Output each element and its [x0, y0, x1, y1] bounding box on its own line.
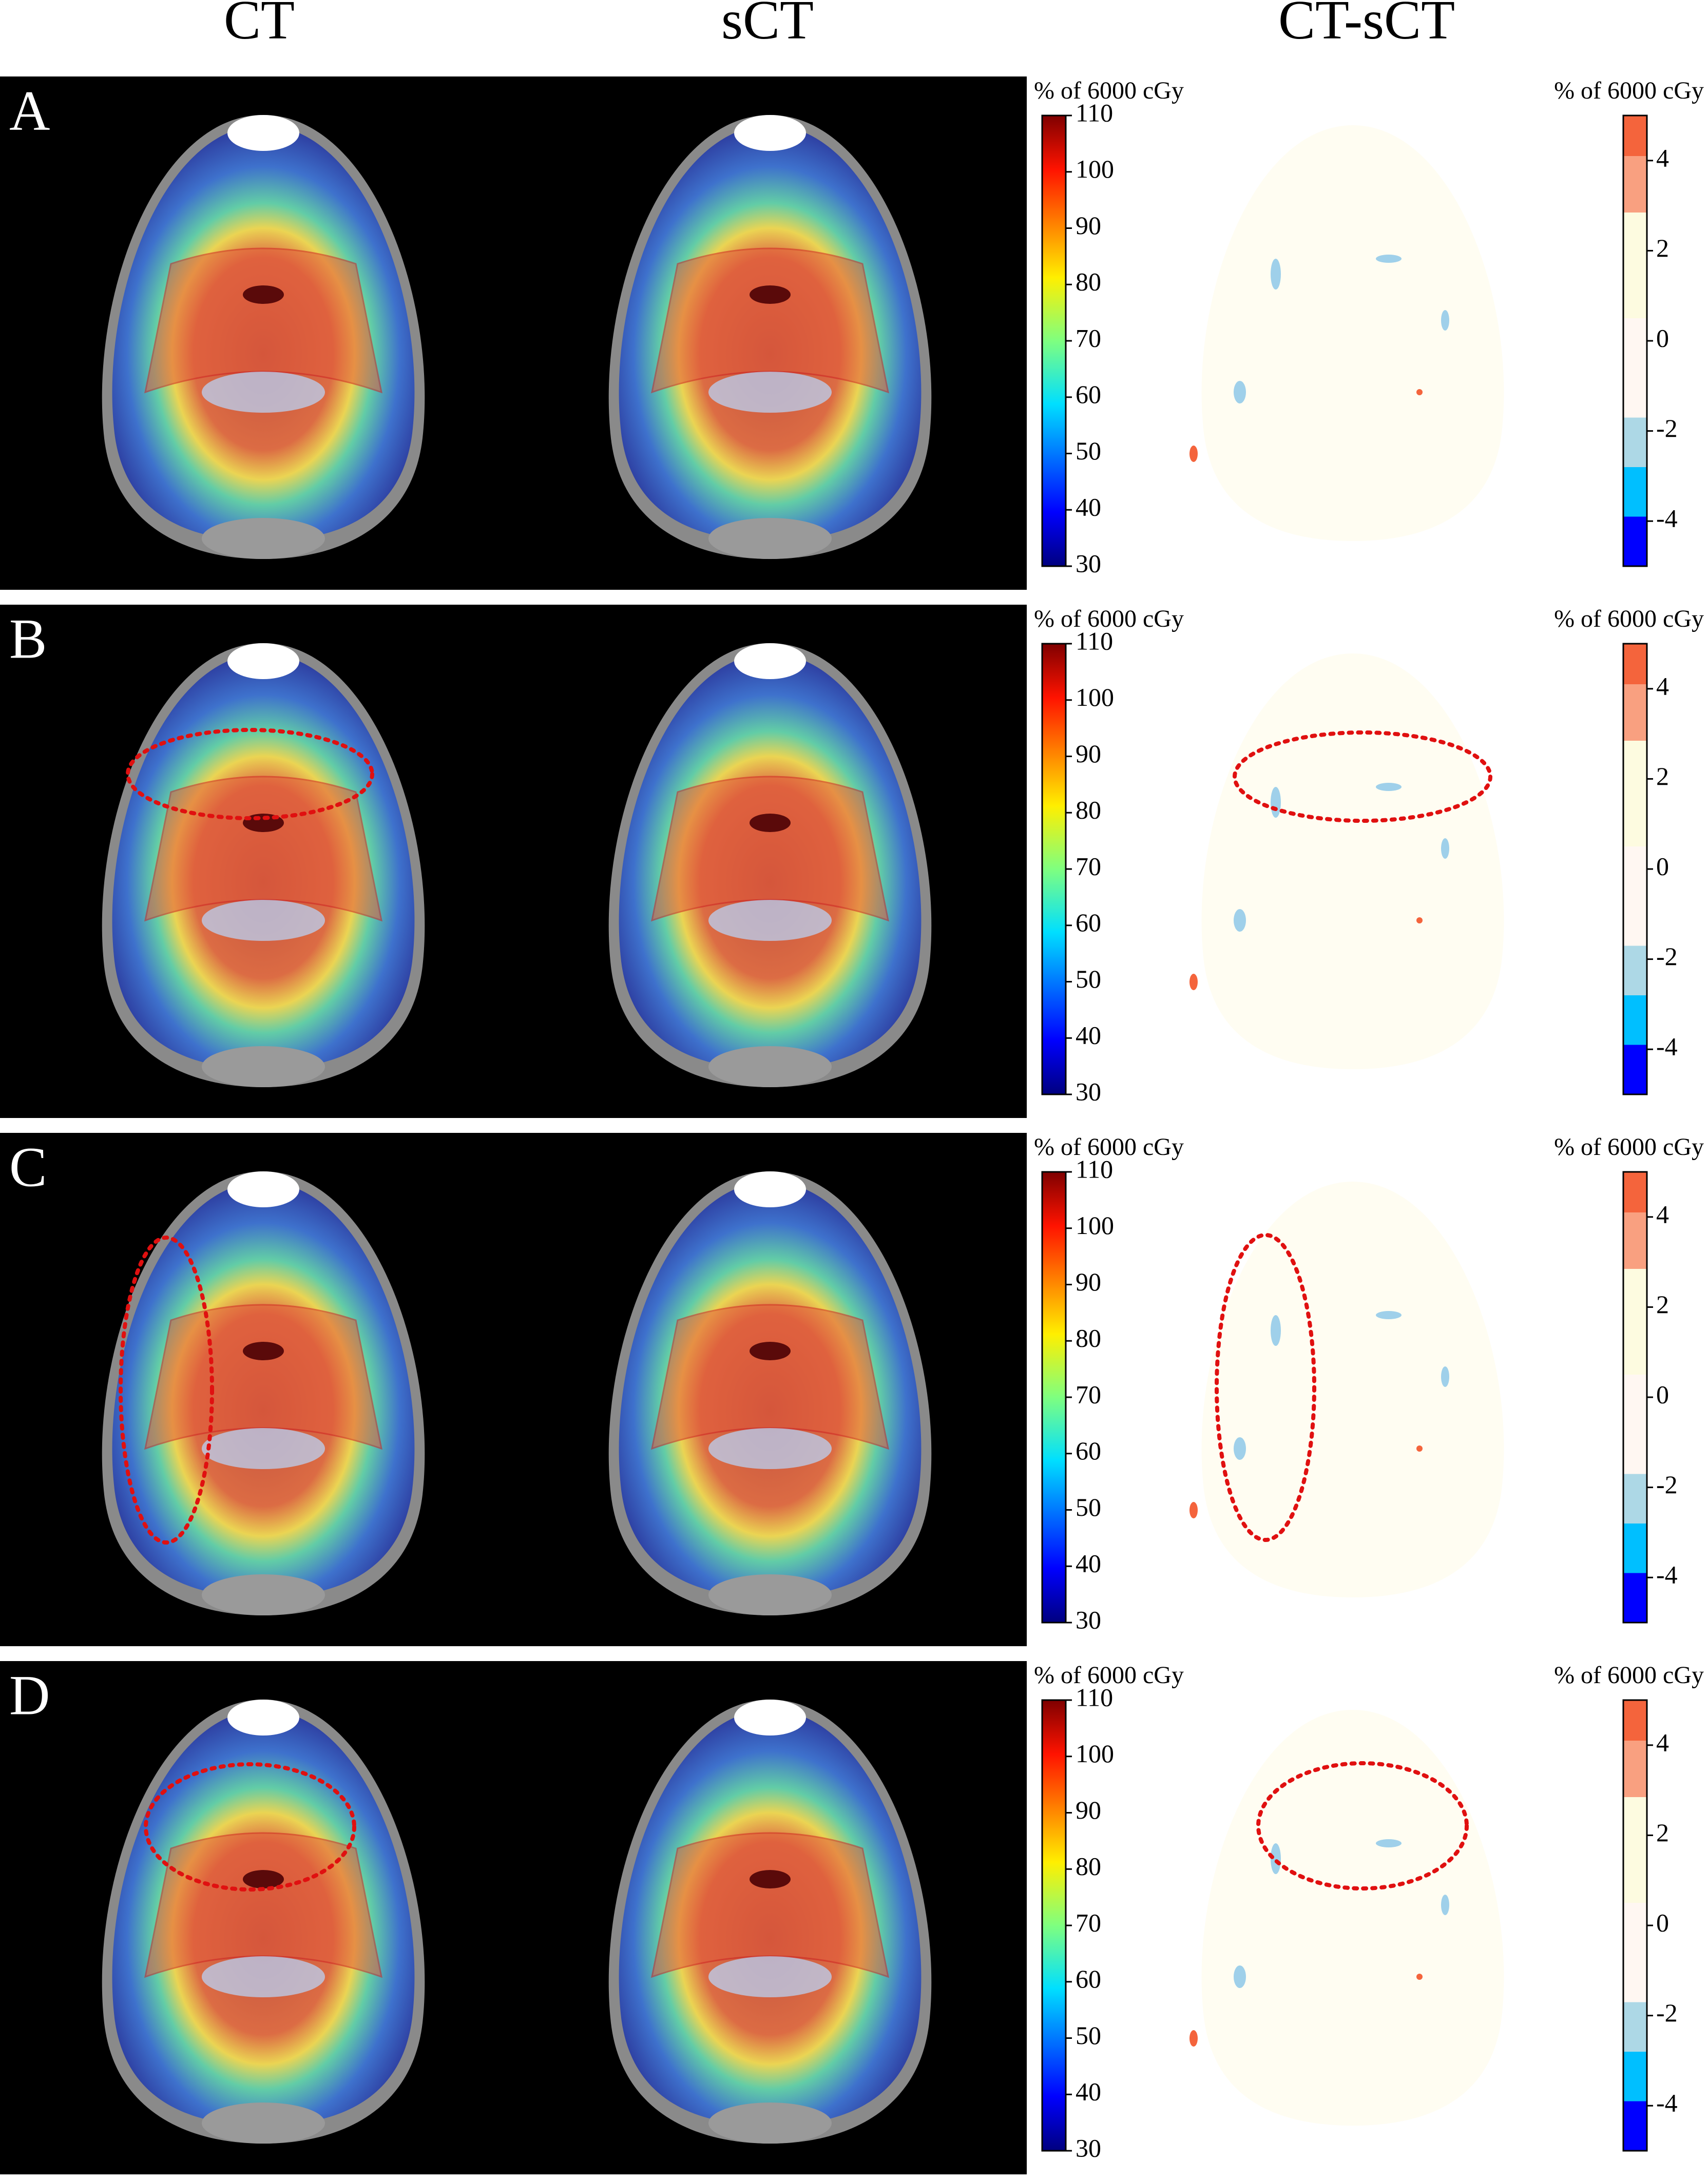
row-label: C — [9, 1135, 47, 1198]
colorbar-tick-label: 0 — [1656, 1908, 1669, 1937]
colorbar-tick-label: 30 — [1076, 1077, 1101, 1106]
highlight-ellipse — [144, 1762, 356, 1892]
colorbar-tick-label: 70 — [1076, 1908, 1101, 1937]
highlight-ellipse — [119, 1236, 214, 1545]
colorbar-tick-label: 60 — [1076, 1436, 1101, 1465]
colorbar-tick-label: 90 — [1076, 1267, 1101, 1296]
row-label: D — [9, 1664, 50, 1726]
colorbar — [1622, 114, 1648, 567]
colorbar-tick-label: 110 — [1076, 1154, 1113, 1183]
difference-image — [1189, 1182, 1504, 1597]
colorbar-tick-label: -2 — [1656, 1470, 1678, 1499]
colorbar-tick-label: 60 — [1076, 908, 1101, 937]
row-label: A — [9, 79, 50, 142]
colorbar-tick-label: 90 — [1076, 1796, 1101, 1824]
colorbar — [1622, 1171, 1648, 1624]
colorbar-tick-label: 2 — [1656, 762, 1669, 790]
column-header: sCT — [721, 0, 814, 51]
colorbar-tick-label: 40 — [1076, 1021, 1101, 1050]
colorbar-tick-label: -2 — [1656, 942, 1678, 971]
colorbar-tick-label: -4 — [1656, 504, 1678, 533]
column-header: CT-sCT — [1278, 0, 1455, 51]
colorbar-tick-label: 2 — [1656, 234, 1669, 262]
highlight-ellipse — [1233, 730, 1492, 823]
colorbar-tick-label: 110 — [1076, 98, 1113, 127]
colorbar — [1041, 1171, 1067, 1624]
colorbar-tick-label: 80 — [1076, 1324, 1101, 1353]
row-label: B — [9, 607, 47, 670]
column-header: CT — [224, 0, 295, 51]
difference-image — [1189, 653, 1504, 1069]
colorbar-tick-label: 30 — [1076, 2133, 1101, 2162]
colorbar-tick-label: 4 — [1656, 1200, 1669, 1228]
colorbar-tick-label: 100 — [1076, 1211, 1114, 1240]
colorbar-tick-label: 40 — [1076, 2077, 1101, 2106]
colorbar-tick-label: 100 — [1076, 155, 1114, 183]
colorbar-tick-label: 0 — [1656, 323, 1669, 352]
colorbar-tick-label: 4 — [1656, 1728, 1669, 1757]
colorbar-tick-label: -4 — [1656, 1560, 1678, 1589]
colorbar — [1622, 1699, 1648, 2152]
colorbar — [1622, 643, 1648, 1095]
highlight-ellipse — [1215, 1233, 1316, 1542]
colorbar-tick-label: 80 — [1076, 1852, 1101, 1881]
colorbar-tick-label: 50 — [1076, 2021, 1101, 2050]
colorbar-tick-label: 60 — [1076, 1964, 1101, 1993]
colorbar-tick-label: -2 — [1656, 1998, 1678, 2027]
colorbar-title: % of 6000 cGy — [1554, 77, 1704, 104]
colorbar-tick-label: 0 — [1656, 1380, 1669, 1409]
colorbar-tick-label: 70 — [1076, 323, 1101, 352]
colorbar-tick-label: 50 — [1076, 965, 1101, 993]
colorbar-tick-label: 100 — [1076, 1739, 1114, 1768]
colorbar-tick-label: 0 — [1656, 852, 1669, 880]
colorbar-tick-label: 90 — [1076, 739, 1101, 768]
colorbar-title: % of 6000 cGy — [1554, 1133, 1704, 1161]
colorbar-title: % of 6000 cGy — [1554, 1662, 1704, 1689]
colorbar-tick-label: 4 — [1656, 671, 1669, 700]
highlight-ellipses — [119, 728, 1492, 1892]
highlight-ellipse — [126, 728, 374, 820]
colorbar-tick-label: 2 — [1656, 1818, 1669, 1847]
colorbar-title: % of 6000 cGy — [1034, 605, 1184, 632]
colorbar-tick-label: 50 — [1076, 436, 1101, 465]
colorbar-title: % of 6000 cGy — [1034, 77, 1184, 104]
colorbar-tick-label: 80 — [1076, 796, 1101, 824]
colorbar-tick-label: 40 — [1076, 1549, 1101, 1578]
colorbar-tick-label: 30 — [1076, 1605, 1101, 1634]
colorbar-tick-label: 2 — [1656, 1290, 1669, 1319]
colorbar-tick-label: 110 — [1076, 1683, 1113, 1711]
colorbar-tick-label: 4 — [1656, 143, 1669, 172]
colorbar-tick-label: -4 — [1656, 2089, 1678, 2117]
colorbar-tick-label: 50 — [1076, 1493, 1101, 1521]
colorbar-tick-label: 80 — [1076, 267, 1101, 296]
colorbar-tick-label: -2 — [1656, 414, 1678, 442]
colorbar-tick-label: 30 — [1076, 549, 1101, 577]
colorbar-title: % of 6000 cGy — [1034, 1662, 1184, 1689]
difference-image — [1189, 1710, 1504, 2126]
colorbar — [1041, 643, 1067, 1095]
colorbar — [1041, 1699, 1067, 2152]
colorbar-title: % of 6000 cGy — [1034, 1133, 1184, 1161]
colorbar-tick-label: 90 — [1076, 211, 1101, 240]
colorbar-title: % of 6000 cGy — [1554, 605, 1704, 632]
colorbar-tick-label: -4 — [1656, 1032, 1678, 1061]
colorbar-tick-label: 40 — [1076, 493, 1101, 522]
highlight-ellipse — [1256, 1761, 1469, 1891]
colorbar-tick-label: 100 — [1076, 683, 1114, 711]
difference-image — [1189, 125, 1504, 541]
colorbar — [1041, 114, 1067, 567]
colorbar-tick-label: 70 — [1076, 852, 1101, 880]
colorbar-tick-label: 110 — [1076, 626, 1113, 655]
colorbar-tick-label: 70 — [1076, 1380, 1101, 1409]
colorbar-tick-label: 60 — [1076, 380, 1101, 409]
